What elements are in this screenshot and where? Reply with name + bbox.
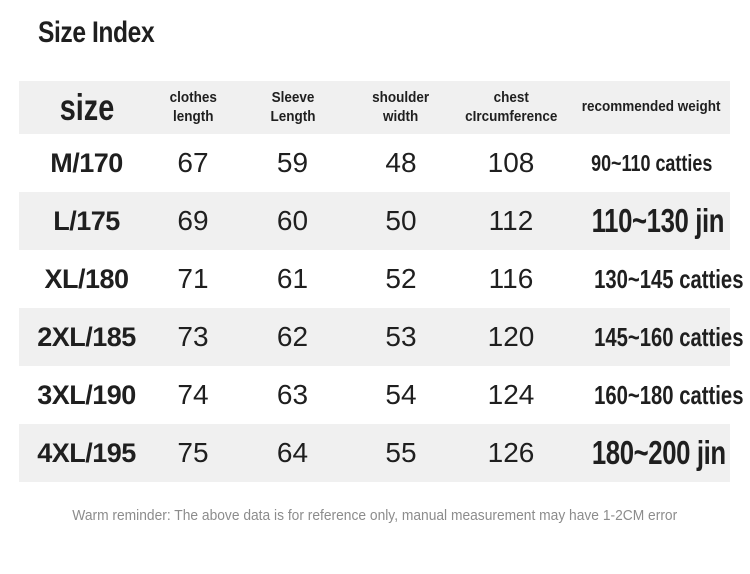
recommended-weight-cell: 180~200 jin bbox=[573, 424, 730, 482]
clothes-length-cell: 69 bbox=[177, 205, 209, 236]
size-cell: 3XL/190 bbox=[37, 379, 136, 410]
chest-circumference-cell: 124 bbox=[487, 379, 535, 410]
table-row-m170: M/170 67 59 48 108 90~110 catties bbox=[19, 134, 730, 192]
recommended-weight-text: 90~110 catties bbox=[590, 149, 713, 176]
size-cell: 4XL/195 bbox=[37, 437, 136, 468]
col-header-sleeve-length-label: Sleeve Length bbox=[270, 88, 315, 125]
shoulder-width-cell: 50 bbox=[385, 205, 417, 236]
chest-circumference-cell: 108 bbox=[487, 147, 535, 178]
chest-circumference-cell: 112 bbox=[488, 205, 534, 236]
recommended-weight-cell: 145~160 catties bbox=[573, 308, 743, 366]
sleeve-length-cell: 62 bbox=[276, 321, 309, 352]
sleeve-length-cell: 60 bbox=[276, 205, 309, 236]
col-header-recommended-weight: recommended weight bbox=[573, 81, 730, 134]
shoulder-width-cell: 55 bbox=[385, 437, 417, 468]
table-row-4xl195: 4XL/195 75 64 55 126 180~200 jin bbox=[19, 424, 730, 482]
table-row-2xl185: 2XL/185 73 62 53 120 145~160 catties bbox=[19, 308, 743, 366]
table-row-3xl190: 3XL/190 74 63 54 124 160~180 catties bbox=[19, 366, 743, 424]
table-row-l175: L/175 69 60 50 112 110~130 jin bbox=[19, 192, 730, 250]
page-title: Size Index bbox=[38, 16, 155, 49]
clothes-length-cell: 75 bbox=[177, 437, 209, 468]
col-header-shoulder-width-label: shoulder width bbox=[372, 88, 430, 125]
clothes-length-cell: 71 bbox=[177, 263, 209, 294]
size-cell: XL/180 bbox=[44, 263, 129, 294]
recommended-weight-text: 145~160 catties bbox=[594, 321, 744, 352]
col-header-chest-circumference-label: chest cIrcumference bbox=[464, 88, 558, 125]
recommended-weight-text: 130~145 catties bbox=[594, 263, 744, 294]
chest-circumference-cell: 120 bbox=[487, 321, 535, 352]
recommended-weight-text: 180~200 jin bbox=[591, 434, 726, 471]
size-cell: 2XL/185 bbox=[37, 321, 136, 352]
recommended-weight-cell: 130~145 catties bbox=[573, 250, 743, 308]
col-header-size-label: size bbox=[59, 87, 114, 128]
chest-circumference-cell: 116 bbox=[488, 263, 534, 294]
col-header-sleeve-length: Sleeve Length bbox=[232, 81, 353, 134]
shoulder-width-cell: 52 bbox=[385, 263, 417, 294]
recommended-weight-text: 110~130 jin bbox=[591, 202, 725, 239]
recommended-weight-text: 160~180 catties bbox=[594, 379, 744, 410]
sleeve-length-cell: 59 bbox=[276, 147, 309, 178]
shoulder-width-cell: 48 bbox=[385, 147, 417, 178]
table-header-row: size clothes length Sleeve Length should… bbox=[19, 81, 730, 134]
recommended-weight-cell: 160~180 catties bbox=[573, 366, 743, 424]
col-header-clothes-length-label: clothes length bbox=[169, 88, 217, 125]
sleeve-length-cell: 63 bbox=[276, 379, 309, 410]
recommended-weight-cell: 90~110 catties bbox=[573, 134, 730, 192]
col-header-clothes-length: clothes length bbox=[154, 81, 232, 134]
clothes-length-cell: 73 bbox=[177, 321, 209, 352]
warm-reminder-text: Warm reminder: The above data is for ref… bbox=[72, 507, 677, 524]
col-header-size: size bbox=[19, 81, 154, 134]
col-header-shoulder-width: shoulder width bbox=[353, 81, 449, 134]
size-cell: M/170 bbox=[50, 147, 123, 178]
recommended-weight-cell: 110~130 jin bbox=[573, 192, 730, 250]
sleeve-length-cell: 64 bbox=[276, 437, 309, 468]
table-row-xl180: XL/180 71 61 52 116 130~145 catties bbox=[19, 250, 743, 308]
col-header-recommended-weight-label: recommended weight bbox=[582, 98, 721, 116]
size-cell: L/175 bbox=[53, 205, 120, 236]
shoulder-width-cell: 53 bbox=[385, 321, 417, 352]
warm-reminder-note: Warm reminder: The above data is for ref… bbox=[19, 507, 730, 525]
clothes-length-cell: 74 bbox=[177, 379, 209, 410]
col-header-chest-circumference: chest cIrcumference bbox=[449, 81, 573, 134]
size-table: size clothes length Sleeve Length should… bbox=[19, 81, 743, 482]
clothes-length-cell: 67 bbox=[177, 147, 209, 178]
shoulder-width-cell: 54 bbox=[385, 379, 417, 410]
sleeve-length-cell: 61 bbox=[276, 263, 309, 294]
chest-circumference-cell: 126 bbox=[487, 437, 535, 468]
